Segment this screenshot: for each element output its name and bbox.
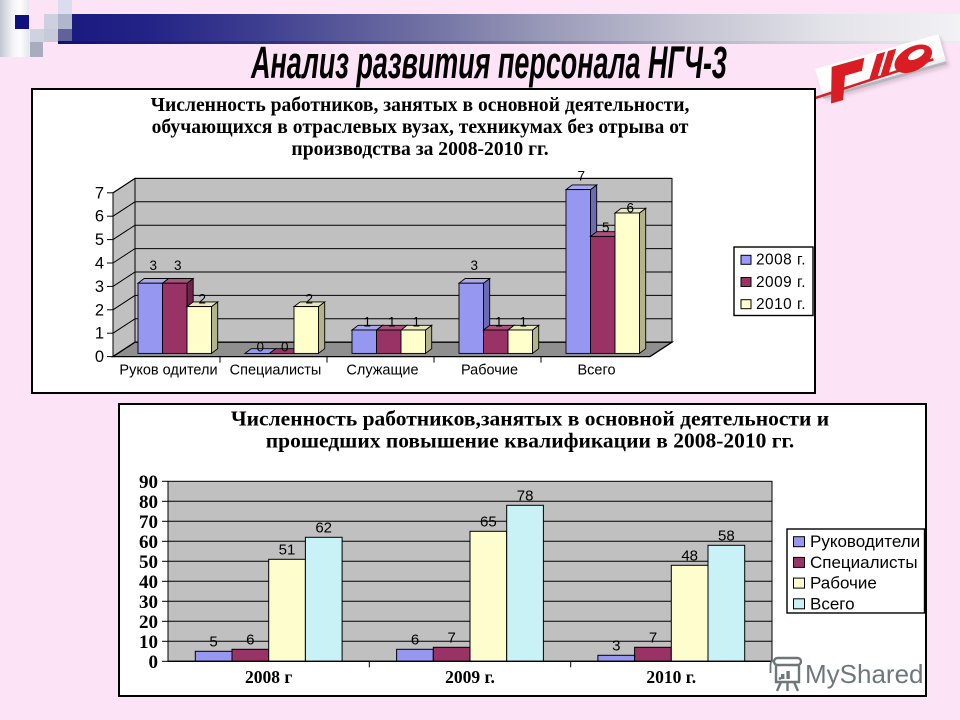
svg-text:2008 г.: 2008 г. xyxy=(756,252,806,269)
svg-text:0: 0 xyxy=(256,340,264,355)
svg-text:1: 1 xyxy=(495,315,503,330)
svg-text:Руководители: Руководители xyxy=(810,532,920,551)
svg-text:4: 4 xyxy=(95,255,104,273)
svg-text:0: 0 xyxy=(149,652,159,673)
svg-text:62: 62 xyxy=(315,519,332,536)
svg-text:Служащие: Служащие xyxy=(346,363,418,379)
svg-text:1: 1 xyxy=(363,315,371,330)
svg-text:80: 80 xyxy=(139,492,158,513)
svg-text:90: 90 xyxy=(139,472,158,493)
svg-text:78: 78 xyxy=(517,487,534,504)
svg-text:производства за 2008-2010 гг.: производства за 2008-2010 гг. xyxy=(291,139,548,160)
svg-text:0: 0 xyxy=(95,348,104,366)
svg-text:Рабочие: Рабочие xyxy=(461,363,518,379)
svg-text:40: 40 xyxy=(139,572,158,593)
svg-text:7: 7 xyxy=(577,169,585,184)
svg-text:Всего: Всего xyxy=(810,594,855,613)
svg-text:7: 7 xyxy=(448,629,456,646)
svg-text:Всего: Всего xyxy=(577,363,615,379)
svg-text:Руков одители: Руков одители xyxy=(119,363,217,379)
svg-text:6: 6 xyxy=(626,201,634,216)
svg-text:10: 10 xyxy=(139,632,158,653)
svg-text:7: 7 xyxy=(649,629,657,646)
svg-text:7: 7 xyxy=(95,184,104,202)
svg-text:51: 51 xyxy=(279,541,296,558)
svg-text:Специалисты: Специалисты xyxy=(810,553,918,572)
svg-text:0: 0 xyxy=(281,340,289,355)
svg-text:Рабочие: Рабочие xyxy=(810,574,877,593)
svg-text:58: 58 xyxy=(718,527,735,544)
svg-text:6: 6 xyxy=(95,208,104,226)
svg-text:3: 3 xyxy=(612,637,620,654)
svg-text:2008 г: 2008 г xyxy=(245,667,292,687)
svg-text:1: 1 xyxy=(95,325,104,343)
svg-text:2009 г.: 2009 г. xyxy=(756,274,806,291)
svg-text:2: 2 xyxy=(305,292,313,307)
svg-text:1: 1 xyxy=(519,315,527,330)
svg-text:48: 48 xyxy=(681,547,698,564)
svg-text:Специалисты: Специалисты xyxy=(230,363,322,379)
svg-text:3: 3 xyxy=(149,258,157,273)
svg-text:2: 2 xyxy=(198,292,206,307)
svg-text:2009 г.: 2009 г. xyxy=(445,667,495,687)
svg-text:Численность работников, заняты: Численность работников, занятых в основн… xyxy=(151,95,690,116)
svg-text:1: 1 xyxy=(388,315,396,330)
svg-text:6: 6 xyxy=(411,631,419,648)
svg-text:2: 2 xyxy=(95,301,104,319)
svg-text:3: 3 xyxy=(174,258,182,273)
svg-text:20: 20 xyxy=(139,612,158,633)
svg-text:6: 6 xyxy=(246,631,254,648)
svg-text:3: 3 xyxy=(95,278,104,296)
svg-text:30: 30 xyxy=(139,592,158,613)
svg-text:прошедших повышение квалификац: прошедших повышение квалификации в 2008-… xyxy=(266,429,794,453)
svg-text:5: 5 xyxy=(95,231,104,249)
svg-text:60: 60 xyxy=(139,532,158,553)
svg-text:3: 3 xyxy=(470,258,478,273)
svg-text:обучающихся в отраслевых вузах: обучающихся в отраслевых вузах, техникум… xyxy=(152,117,689,138)
svg-text:2010 г.: 2010 г. xyxy=(646,667,696,687)
svg-text:2010 г.: 2010 г. xyxy=(756,296,806,313)
svg-text:1: 1 xyxy=(412,315,420,330)
svg-text:5: 5 xyxy=(209,633,217,650)
svg-text:50: 50 xyxy=(139,552,158,573)
svg-text:Численность работников,занятых: Численность работников,занятых в основно… xyxy=(231,407,829,431)
svg-text:70: 70 xyxy=(139,512,158,533)
svg-text:5: 5 xyxy=(602,220,610,235)
svg-text:65: 65 xyxy=(480,513,497,530)
